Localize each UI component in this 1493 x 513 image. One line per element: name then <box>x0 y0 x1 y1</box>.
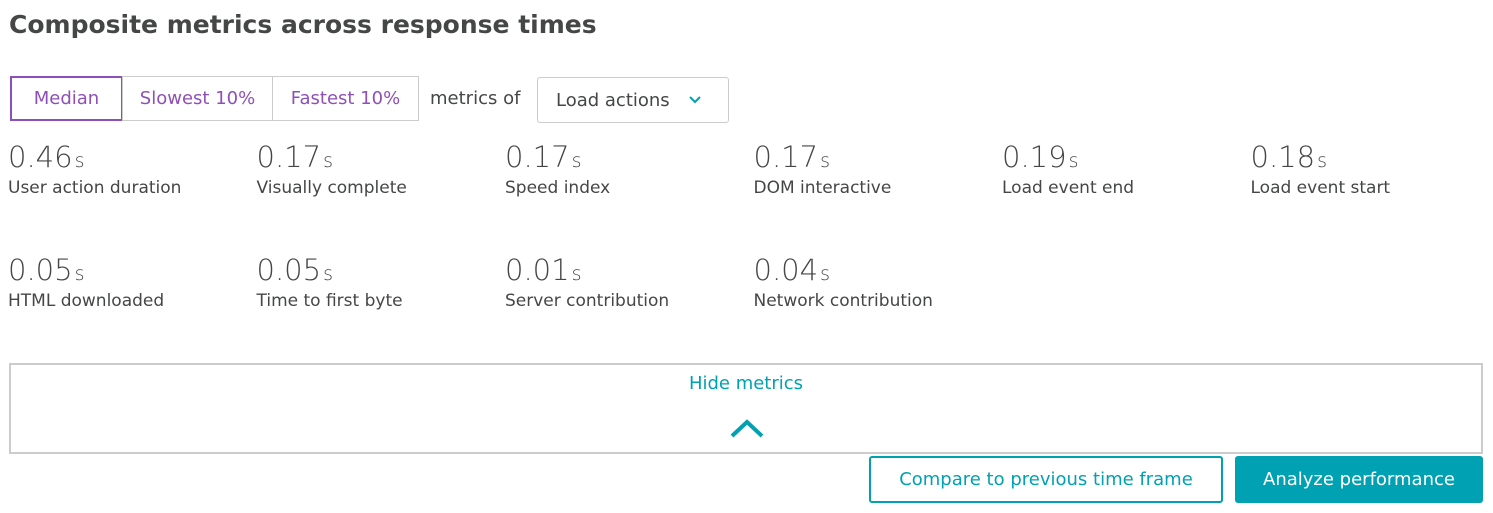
metric-label: Server contribution <box>505 291 670 311</box>
tab[interactable]: Fastest 10% <box>272 76 419 121</box>
compare-button[interactable]: Compare to previous time frame <box>869 456 1223 503</box>
metric-label: Load event start <box>1250 178 1391 198</box>
metric-label: User action duration <box>8 178 182 198</box>
value: 0.17 <box>753 140 819 174</box>
value: 0.05 <box>8 253 73 287</box>
caret <box>688 96 701 104</box>
tab[interactable]: Slowest 10% <box>122 76 273 121</box>
value: 0.19 <box>1002 140 1067 174</box>
metric: 0.05 s HTML downloaded <box>8 253 253 311</box>
hide-metrics[interactable]: Hide metrics <box>688 373 804 394</box>
metric: 0.17 s Visually complete <box>257 140 502 198</box>
metric-label: DOM interactive <box>753 178 892 198</box>
metric-value: 0.05 s <box>257 253 502 287</box>
unit: s <box>820 150 830 172</box>
metric: 0.04 s Network contribution <box>754 253 999 311</box>
unit: s <box>74 263 85 285</box>
metric-value: 0.17 s <box>505 140 750 174</box>
dropdown-text: Load actions <box>556 89 670 111</box>
unit: s <box>1068 150 1079 172</box>
metric: 0.18 s Load event start <box>1251 140 1493 198</box>
metric-label: Network contribution <box>753 291 933 311</box>
unit: s <box>323 150 333 172</box>
dropdown[interactable]: Load actions <box>537 77 729 123</box>
label: metrics of <box>430 88 521 109</box>
title: Composite metrics across response times <box>9 10 597 39</box>
metric-label: Time to first byte <box>256 291 403 311</box>
metric-value: 0.01 s <box>505 253 750 287</box>
tab[interactable]: Median <box>10 76 123 121</box>
metric-value: 0.19 s <box>1002 140 1247 174</box>
metric-value: 0.17 s <box>257 140 502 174</box>
metric-value: 0.17 s <box>754 140 999 174</box>
metric-value: 0.18 s <box>1251 140 1493 174</box>
unit: s <box>820 263 830 285</box>
metric: 0.01 s Server contribution <box>505 253 750 311</box>
value: 0.01 <box>505 253 570 287</box>
value: 0.46 <box>8 140 73 174</box>
unit: s <box>571 263 582 285</box>
hide-panel[interactable]: Hide metrics <box>9 363 1483 454</box>
metric-value: 0.04 s <box>754 253 999 287</box>
value: 0.04 <box>753 253 819 287</box>
unit: s <box>323 263 333 285</box>
metric-label: Visually complete <box>256 178 407 198</box>
metric: 0.19 s Load event end <box>1002 140 1247 198</box>
metric: 0.05 s Time to first byte <box>257 253 502 311</box>
value: 0.17 <box>505 140 570 174</box>
analyze-button[interactable]: Analyze performance <box>1235 456 1483 503</box>
metric: 0.17 s Speed index <box>505 140 750 198</box>
metric-label: HTML downloaded <box>8 291 165 311</box>
metric: 0.46 s User action duration <box>8 140 253 198</box>
metric-value: 0.05 s <box>8 253 253 287</box>
value: 0.18 <box>1250 140 1316 174</box>
unit: s <box>74 150 85 172</box>
unit: s <box>571 150 582 172</box>
unit: s <box>1317 150 1327 172</box>
metric: 0.17 s DOM interactive <box>754 140 999 198</box>
value: 0.05 <box>256 253 322 287</box>
metric-value: 0.46 s <box>8 140 253 174</box>
metric-label: Speed index <box>505 178 611 198</box>
value: 0.17 <box>256 140 322 174</box>
metric-label: Load event end <box>1002 178 1135 198</box>
chevron-up[interactable] <box>729 417 765 441</box>
